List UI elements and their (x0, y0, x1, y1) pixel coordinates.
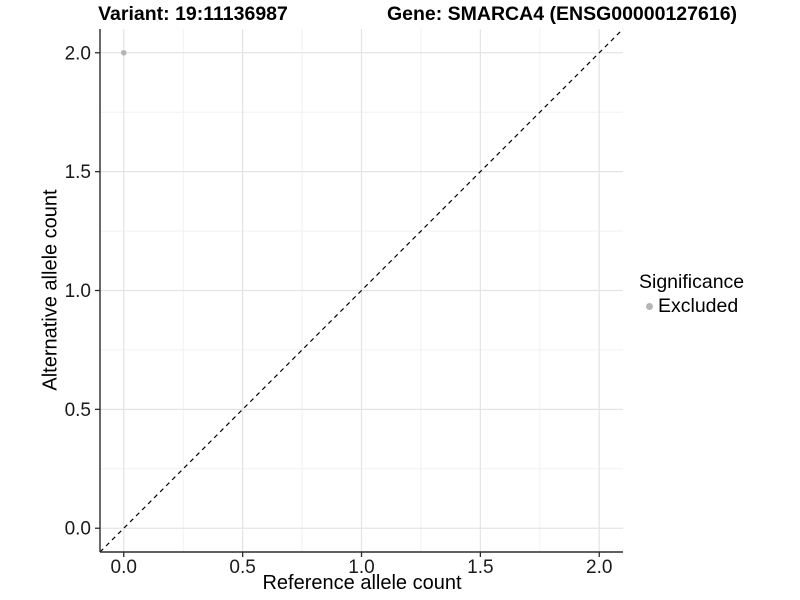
y-tick-label: 2.0 (65, 43, 91, 64)
legend-title: Significance (639, 271, 745, 293)
plot-title-variant: Variant: 19:11136987 (98, 3, 288, 25)
legend-item-excluded: Excluded (639, 295, 744, 318)
x-axis-title: Reference allele count (262, 572, 462, 594)
y-tick-label: 0.5 (65, 400, 91, 421)
x-tick-label: 0.0 (111, 557, 137, 578)
legend-key (640, 298, 658, 316)
y-tick-label: 0.0 (65, 519, 91, 540)
data-point (120, 49, 127, 56)
excluded-point-marker-icon (645, 303, 653, 310)
legend: Significance Excluded (639, 271, 744, 318)
x-tick-label: 2.0 (586, 557, 612, 578)
y-tick-label: 1.5 (65, 162, 91, 183)
x-tick-label: 1.5 (467, 557, 493, 578)
y-tick-label: 1.0 (65, 281, 91, 302)
legend-item-label: Excluded (658, 295, 739, 317)
y-axis-title: Alternative allele count (39, 189, 62, 391)
plot-title-gene: Gene: SMARCA4 (ENSG00000127616) (386, 3, 738, 25)
x-tick-label: 1.0 (348, 557, 374, 578)
x-tick-label: 0.5 (229, 557, 255, 578)
identity-reference-line (99, 28, 624, 553)
